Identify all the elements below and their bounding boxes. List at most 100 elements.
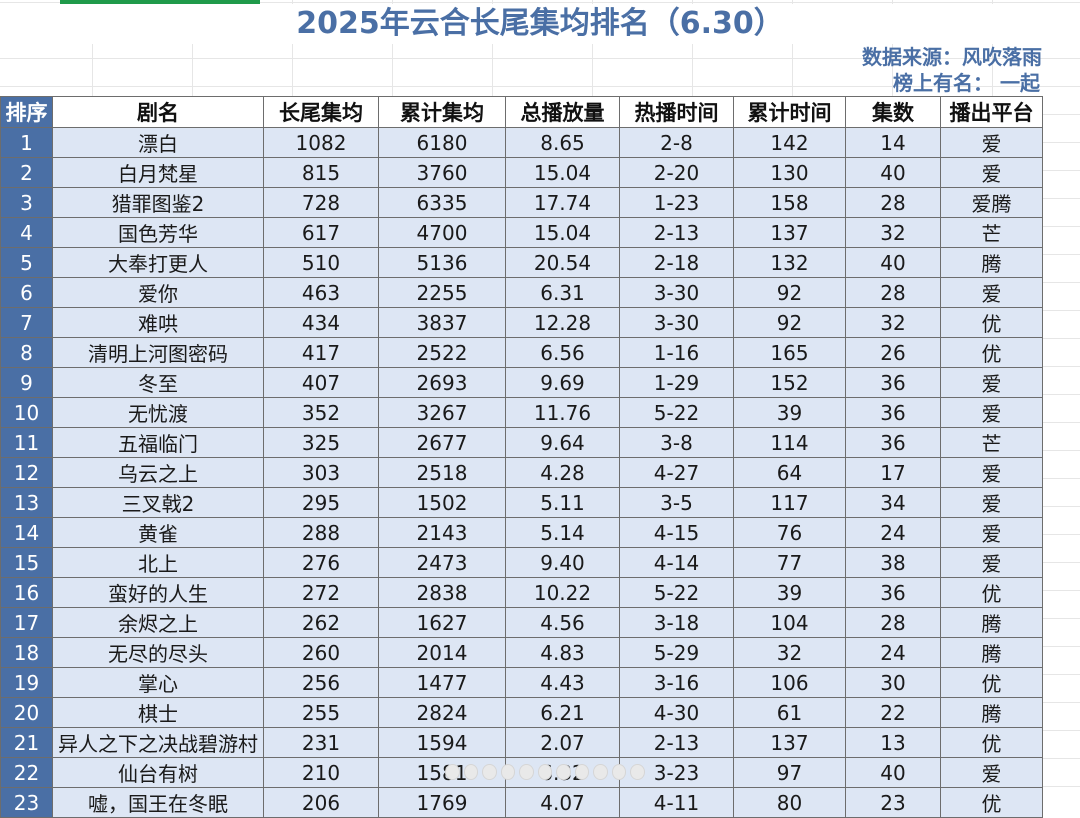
- total-plays-cell[interactable]: 11.76: [505, 397, 620, 428]
- rank-cell[interactable]: 3: [0, 187, 53, 218]
- longtail-avg-cell[interactable]: 255: [263, 697, 379, 728]
- total-plays-cell[interactable]: 20.54: [505, 247, 620, 278]
- drama-name-cell[interactable]: 漂白: [52, 127, 264, 158]
- episodes-cell[interactable]: 34: [845, 487, 941, 518]
- total-plays-cell[interactable]: 6.56: [505, 337, 620, 368]
- rank-cell[interactable]: 7: [0, 307, 53, 338]
- drama-name-cell[interactable]: 棋士: [52, 697, 264, 728]
- episodes-cell[interactable]: 36: [845, 367, 941, 398]
- cumulative-days-cell[interactable]: 130: [733, 157, 846, 188]
- cumulative-days-cell[interactable]: 97: [733, 757, 846, 788]
- cumulative-avg-cell[interactable]: 2518: [378, 457, 506, 488]
- longtail-avg-cell[interactable]: 1082: [263, 127, 379, 158]
- platform-cell[interactable]: 优: [940, 337, 1043, 368]
- rank-cell[interactable]: 6: [0, 277, 53, 308]
- platform-cell[interactable]: 爱: [940, 457, 1043, 488]
- drama-name-cell[interactable]: 爱你: [52, 277, 264, 308]
- drama-name-cell[interactable]: 五福临门: [52, 427, 264, 458]
- drama-name-cell[interactable]: 大奉打更人: [52, 247, 264, 278]
- header-total-plays[interactable]: 总播放量: [505, 96, 620, 128]
- cumulative-avg-cell[interactable]: 1627: [378, 607, 506, 638]
- header-air-date[interactable]: 热播时间: [619, 96, 734, 128]
- cumulative-days-cell[interactable]: 39: [733, 397, 846, 428]
- drama-name-cell[interactable]: 异人之下之决战碧游村: [52, 727, 264, 758]
- longtail-avg-cell[interactable]: 262: [263, 607, 379, 638]
- header-longtail-avg[interactable]: 长尾集均: [263, 96, 379, 128]
- longtail-avg-cell[interactable]: 417: [263, 337, 379, 368]
- cumulative-avg-cell[interactable]: 2473: [378, 547, 506, 578]
- episodes-cell[interactable]: 40: [845, 157, 941, 188]
- platform-cell[interactable]: 腾: [940, 637, 1043, 668]
- platform-cell[interactable]: 优: [940, 667, 1043, 698]
- longtail-avg-cell[interactable]: 510: [263, 247, 379, 278]
- rank-cell[interactable]: 17: [0, 607, 53, 638]
- rank-cell[interactable]: 21: [0, 727, 53, 758]
- longtail-avg-cell[interactable]: 434: [263, 307, 379, 338]
- header-cumulative-days[interactable]: 累计时间: [733, 96, 846, 128]
- longtail-avg-cell[interactable]: 231: [263, 727, 379, 758]
- longtail-avg-cell[interactable]: 272: [263, 577, 379, 608]
- air-date-cell[interactable]: 2-13: [619, 217, 734, 248]
- episodes-cell[interactable]: 38: [845, 547, 941, 578]
- cumulative-avg-cell[interactable]: 2838: [378, 577, 506, 608]
- cumulative-avg-cell[interactable]: 1594: [378, 727, 506, 758]
- cumulative-avg-cell[interactable]: 3760: [378, 157, 506, 188]
- cumulative-days-cell[interactable]: 114: [733, 427, 846, 458]
- air-date-cell[interactable]: 4-30: [619, 697, 734, 728]
- drama-name-cell[interactable]: 掌心: [52, 667, 264, 698]
- cumulative-days-cell[interactable]: 165: [733, 337, 846, 368]
- air-date-cell[interactable]: 5-22: [619, 397, 734, 428]
- rank-cell[interactable]: 10: [0, 397, 53, 428]
- cumulative-days-cell[interactable]: 137: [733, 727, 846, 758]
- air-date-cell[interactable]: 2-18: [619, 247, 734, 278]
- episodes-cell[interactable]: 32: [845, 307, 941, 338]
- air-date-cell[interactable]: 3-30: [619, 277, 734, 308]
- platform-cell[interactable]: 爱: [940, 277, 1043, 308]
- episodes-cell[interactable]: 30: [845, 667, 941, 698]
- rank-cell[interactable]: 20: [0, 697, 53, 728]
- header-drama-name[interactable]: 剧名: [52, 96, 264, 128]
- longtail-avg-cell[interactable]: 260: [263, 637, 379, 668]
- cumulative-days-cell[interactable]: 39: [733, 577, 846, 608]
- platform-cell[interactable]: 优: [940, 307, 1043, 338]
- episodes-cell[interactable]: 26: [845, 337, 941, 368]
- episodes-cell[interactable]: 28: [845, 187, 941, 218]
- episodes-cell[interactable]: 13: [845, 727, 941, 758]
- episodes-cell[interactable]: 36: [845, 577, 941, 608]
- platform-cell[interactable]: 爱: [940, 397, 1043, 428]
- cumulative-avg-cell[interactable]: 2824: [378, 697, 506, 728]
- cumulative-avg-cell[interactable]: 2143: [378, 517, 506, 548]
- platform-cell[interactable]: 爱: [940, 517, 1043, 548]
- total-plays-cell[interactable]: 12.28: [505, 307, 620, 338]
- platform-cell[interactable]: 爱: [940, 127, 1043, 158]
- drama-name-cell[interactable]: 无尽的尽头: [52, 637, 264, 668]
- platform-cell[interactable]: 爱: [940, 757, 1043, 788]
- air-date-cell[interactable]: 2-13: [619, 727, 734, 758]
- cumulative-avg-cell[interactable]: 2014: [378, 637, 506, 668]
- rank-cell[interactable]: 1: [0, 127, 53, 158]
- total-plays-cell[interactable]: 5.14: [505, 517, 620, 548]
- air-date-cell[interactable]: 2-8: [619, 127, 734, 158]
- platform-cell[interactable]: 优: [940, 577, 1043, 608]
- cumulative-days-cell[interactable]: 104: [733, 607, 846, 638]
- rank-cell[interactable]: 11: [0, 427, 53, 458]
- cumulative-days-cell[interactable]: 117: [733, 487, 846, 518]
- longtail-avg-cell[interactable]: 295: [263, 487, 379, 518]
- episodes-cell[interactable]: 24: [845, 517, 941, 548]
- drama-name-cell[interactable]: 难哄: [52, 307, 264, 338]
- rank-cell[interactable]: 12: [0, 457, 53, 488]
- cumulative-days-cell[interactable]: 76: [733, 517, 846, 548]
- episodes-cell[interactable]: 36: [845, 427, 941, 458]
- total-plays-cell[interactable]: 17.74: [505, 187, 620, 218]
- total-plays-cell[interactable]: 4.28: [505, 457, 620, 488]
- episodes-cell[interactable]: 17: [845, 457, 941, 488]
- drama-name-cell[interactable]: 猎罪图鉴2: [52, 187, 264, 218]
- cumulative-avg-cell[interactable]: 2677: [378, 427, 506, 458]
- total-plays-cell[interactable]: 10.22: [505, 577, 620, 608]
- rank-cell[interactable]: 4: [0, 217, 53, 248]
- cumulative-days-cell[interactable]: 61: [733, 697, 846, 728]
- cumulative-days-cell[interactable]: 158: [733, 187, 846, 218]
- episodes-cell[interactable]: 40: [845, 247, 941, 278]
- episodes-cell[interactable]: 24: [845, 637, 941, 668]
- episodes-cell[interactable]: 36: [845, 397, 941, 428]
